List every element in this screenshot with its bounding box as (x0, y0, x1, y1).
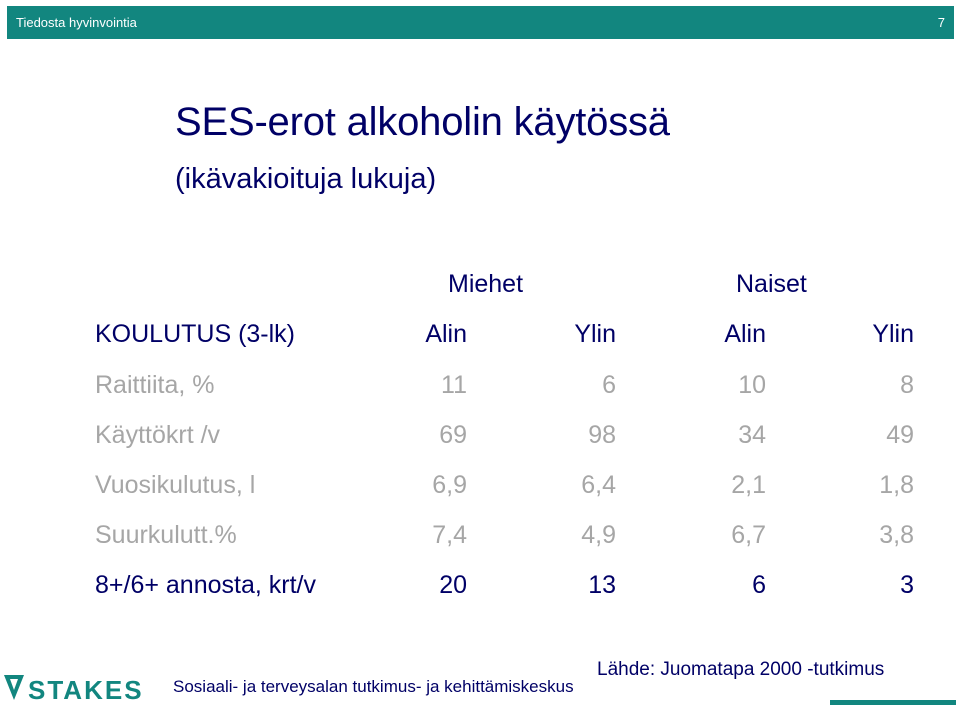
column-header: Alin (724, 320, 766, 348)
header-bar: Tiedosta hyvinvointia 7 (7, 6, 954, 39)
table-cell: 34 (738, 421, 766, 449)
table-cell: 13 (588, 571, 616, 599)
group-header-men: Miehet (448, 270, 524, 298)
table-cell: 49 (886, 421, 914, 449)
table-cell: 1,8 (879, 471, 914, 499)
page-number: 7 (937, 15, 945, 30)
column-header: Ylin (872, 320, 914, 348)
table-cell: 11 (441, 371, 467, 399)
slide-title: SES-erot alkoholin käytössä (175, 100, 670, 144)
group-header-women: Naiset (736, 270, 807, 298)
row-label: Raittiita, % (95, 371, 215, 399)
column-header: Alin (425, 320, 467, 348)
header-title: Tiedosta hyvinvointia (16, 15, 137, 30)
footer-organization: Sosiaali- ja terveysalan tutkimus- ja ke… (173, 677, 574, 696)
row-label: 8+/6+ annosta, krt/v (95, 571, 316, 599)
table-cell: 6 (752, 571, 766, 599)
table-cell: 7,4 (432, 521, 467, 549)
table-cell: 69 (439, 421, 467, 449)
footer-source: Lähde: Juomatapa 2000 -tutkimus (597, 659, 885, 680)
footer-accent-line (830, 700, 956, 705)
table-header-label: KOULUTUS (3-lk) (95, 320, 296, 348)
slide-subtitle: (ikävakioituja lukuja) (175, 163, 437, 195)
table-cell: 4,9 (581, 521, 616, 549)
stakes-logo: STAKES (2, 670, 142, 705)
row-label: Käyttökrt /v (95, 421, 221, 449)
column-header: Ylin (574, 320, 616, 348)
table-cell: 6,9 (432, 471, 467, 499)
table-cell: 3,8 (879, 521, 914, 549)
table-cell: 6,4 (581, 471, 616, 499)
row-label: Vuosikulutus, l (95, 471, 256, 499)
table-cell: 2,1 (731, 471, 766, 499)
row-label: Suurkulutt.% (95, 521, 237, 549)
table-cell: 6,7 (731, 521, 766, 549)
table-cell: 3 (900, 571, 914, 599)
svg-text:STAKES: STAKES (28, 675, 142, 705)
table-cell: 6 (602, 371, 616, 399)
table-cell: 98 (588, 421, 616, 449)
table-cell: 8 (900, 371, 914, 399)
table-cell: 10 (738, 371, 766, 399)
table-cell: 20 (439, 571, 467, 599)
